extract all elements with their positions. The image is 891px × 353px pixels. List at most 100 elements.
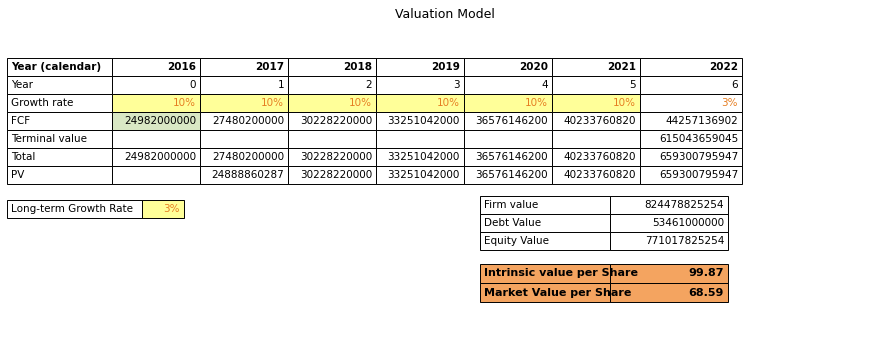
Text: 2: 2 [365, 80, 372, 90]
Bar [480, 283, 610, 302]
Text: Firm value: Firm value [484, 200, 538, 210]
Text: Debt Value: Debt Value [484, 218, 541, 228]
Bar [112, 94, 200, 112]
Text: 2016: 2016 [167, 62, 196, 72]
Text: 36576146200: 36576146200 [476, 116, 548, 126]
Text: 44257136902: 44257136902 [666, 116, 738, 126]
Text: 2018: 2018 [343, 62, 372, 72]
Text: Total: Total [11, 152, 36, 162]
Text: 4: 4 [542, 80, 548, 90]
Bar [112, 130, 200, 148]
Text: Market Value per Share: Market Value per Share [484, 287, 632, 298]
Text: 2020: 2020 [519, 62, 548, 72]
Text: 40233760820: 40233760820 [563, 152, 636, 162]
Text: 30228220000: 30228220000 [299, 170, 372, 180]
Text: Long-term Growth Rate: Long-term Growth Rate [11, 204, 133, 214]
Bar [112, 166, 200, 184]
Text: Growth rate: Growth rate [11, 98, 73, 108]
Bar [7, 166, 112, 184]
Text: 36576146200: 36576146200 [476, 170, 548, 180]
Bar [376, 76, 464, 94]
Bar [200, 76, 288, 94]
Text: 30228220000: 30228220000 [299, 152, 372, 162]
Text: 3%: 3% [722, 98, 738, 108]
Bar [464, 130, 552, 148]
Bar [7, 76, 112, 94]
Bar [7, 200, 142, 218]
Bar [640, 166, 742, 184]
Bar [112, 76, 200, 94]
Bar [610, 283, 728, 302]
Text: 30228220000: 30228220000 [299, 116, 372, 126]
Bar [200, 112, 288, 130]
Text: Valuation Model: Valuation Model [395, 8, 495, 21]
Bar [288, 148, 376, 166]
Bar [480, 232, 610, 250]
Bar [376, 148, 464, 166]
Text: 2017: 2017 [255, 62, 284, 72]
Bar [610, 214, 728, 232]
Text: 27480200000: 27480200000 [212, 152, 284, 162]
Bar [610, 264, 728, 283]
Bar [376, 166, 464, 184]
Text: 24982000000: 24982000000 [124, 152, 196, 162]
Bar [288, 166, 376, 184]
Text: 3%: 3% [164, 204, 180, 214]
Text: 3: 3 [454, 80, 460, 90]
Text: 68.59: 68.59 [689, 287, 724, 298]
Bar [640, 94, 742, 112]
Bar [464, 58, 552, 76]
Bar [464, 112, 552, 130]
Text: Year (calendar): Year (calendar) [11, 62, 101, 72]
Text: 0: 0 [190, 80, 196, 90]
Text: 10%: 10% [261, 98, 284, 108]
Bar [376, 94, 464, 112]
Bar [7, 94, 112, 112]
Bar [552, 76, 640, 94]
Text: 10%: 10% [349, 98, 372, 108]
Bar [200, 130, 288, 148]
Bar [7, 130, 112, 148]
Bar [142, 200, 184, 218]
Bar [464, 148, 552, 166]
Bar [7, 148, 112, 166]
Bar [7, 58, 112, 76]
Bar [200, 58, 288, 76]
Bar [112, 148, 200, 166]
Bar [640, 148, 742, 166]
Text: 10%: 10% [613, 98, 636, 108]
Bar [552, 94, 640, 112]
Bar [610, 232, 728, 250]
Bar [552, 58, 640, 76]
Text: 5: 5 [629, 80, 636, 90]
Text: 2019: 2019 [431, 62, 460, 72]
Bar [464, 166, 552, 184]
Bar [200, 148, 288, 166]
Bar [552, 112, 640, 130]
Bar [464, 94, 552, 112]
Bar [376, 130, 464, 148]
Bar [376, 112, 464, 130]
Bar [480, 214, 610, 232]
Text: 24888860287: 24888860287 [211, 170, 284, 180]
Text: 10%: 10% [525, 98, 548, 108]
Bar [552, 148, 640, 166]
Bar [288, 130, 376, 148]
Text: 2022: 2022 [709, 62, 738, 72]
Text: 24982000000: 24982000000 [124, 116, 196, 126]
Text: 615043659045: 615043659045 [658, 134, 738, 144]
Text: FCF: FCF [11, 116, 30, 126]
Bar [640, 76, 742, 94]
Bar [464, 76, 552, 94]
Text: 659300795947: 659300795947 [658, 152, 738, 162]
Text: Intrinsic value per Share: Intrinsic value per Share [484, 269, 638, 279]
Text: 36576146200: 36576146200 [476, 152, 548, 162]
Text: 33251042000: 33251042000 [388, 116, 460, 126]
Text: 10%: 10% [173, 98, 196, 108]
Text: 2021: 2021 [607, 62, 636, 72]
Bar [288, 58, 376, 76]
Bar [112, 58, 200, 76]
Bar [480, 196, 610, 214]
Text: 659300795947: 659300795947 [658, 170, 738, 180]
Text: 99.87: 99.87 [689, 269, 724, 279]
